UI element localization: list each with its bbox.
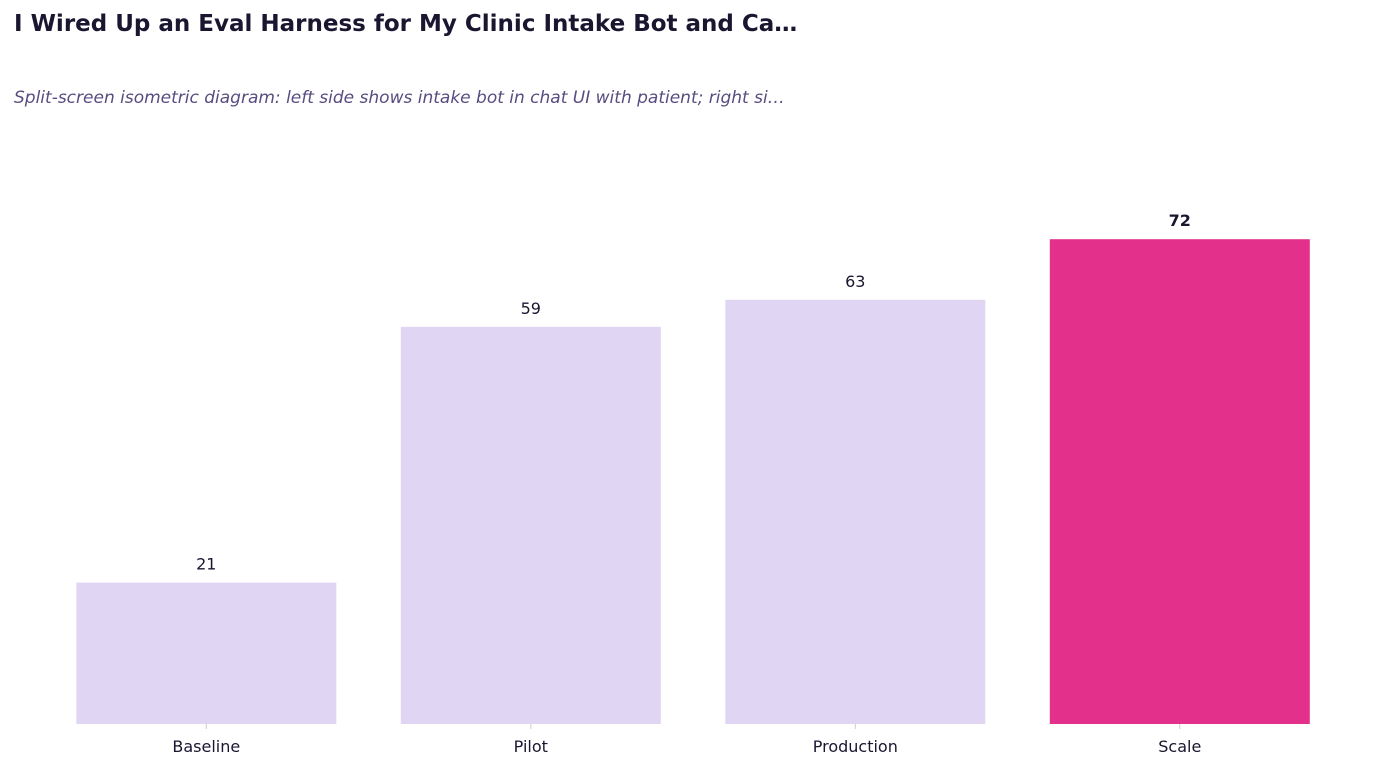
bar-scale (1049, 239, 1310, 724)
x-tick-label-production: Production (813, 737, 898, 756)
value-labels-group: 21 59 63 72 (196, 211, 1191, 573)
x-axis-labels: Baseline Pilot Production Scale (172, 737, 1201, 756)
value-label-scale: 72 (1169, 211, 1191, 230)
chart-subtitle: Split-screen isometric diagram: left sid… (14, 88, 785, 108)
x-tick-label-pilot: Pilot (514, 737, 548, 756)
bars-group (76, 239, 1310, 724)
value-label-production: 63 (845, 272, 865, 291)
value-label-pilot: 59 (521, 299, 541, 318)
x-tick-label-baseline: Baseline (172, 737, 240, 756)
bar-baseline (76, 582, 337, 724)
bar-production (725, 299, 986, 724)
bar-pilot (400, 326, 661, 724)
x-axis-ticks (205, 724, 1181, 729)
chart-title: I Wired Up an Eval Harness for My Clinic… (14, 11, 798, 37)
value-label-baseline: 21 (196, 555, 216, 574)
x-tick-label-scale: Scale (1158, 737, 1201, 756)
